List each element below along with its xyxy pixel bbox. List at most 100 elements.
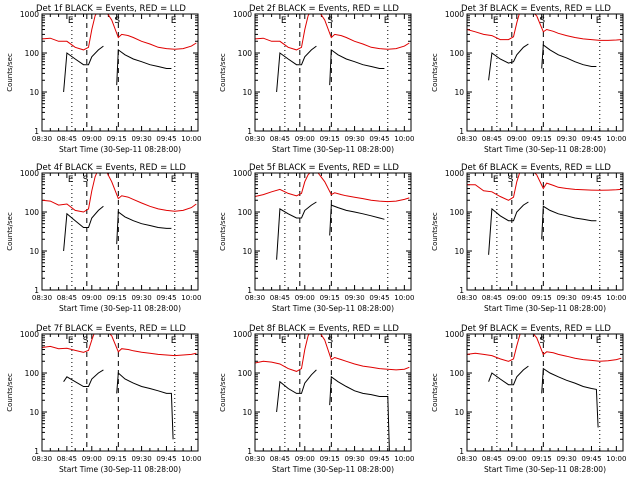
- x-tick-label: 09:00: [295, 455, 315, 463]
- x-tick-label: 09:15: [320, 135, 340, 143]
- panel-title: Det 6f BLACK = Events, RED = LLD: [461, 163, 611, 173]
- y-tick-label: 1: [459, 286, 464, 295]
- time-marker-label: E: [596, 336, 602, 346]
- events-series-line: [488, 201, 529, 255]
- y-axis-label: Counts/sec: [431, 53, 439, 92]
- lld-series-line: [42, 334, 197, 357]
- y-tick-label: 1: [247, 286, 252, 295]
- y-tick-label: 1000: [20, 169, 39, 178]
- events-series-line: [63, 205, 104, 252]
- plot-frame: [254, 333, 412, 452]
- x-tick-label: 09:45: [369, 294, 389, 302]
- x-tick-label: 09:30: [556, 294, 576, 302]
- y-tick-label: 1000: [233, 330, 252, 339]
- time-marker-label: E: [384, 336, 390, 346]
- time-marker-label: S: [83, 175, 89, 185]
- y-tick-label: 100: [238, 369, 253, 378]
- detector-panel-7: Det 7f BLACK = Events, RED = LLD Counts/s…: [6, 324, 201, 474]
- x-tick-label: 10:00: [606, 294, 626, 302]
- x-tick-label: 09:15: [532, 294, 552, 302]
- events-series-line: [276, 201, 317, 260]
- plot-frame: [254, 172, 412, 291]
- x-axis-label: Start Time (30-Sep-11 08:28:00): [59, 465, 181, 474]
- time-marker-label: S: [539, 336, 545, 346]
- x-tick-label: 08:45: [57, 135, 77, 143]
- time-marker-label: E: [493, 16, 499, 26]
- x-tick-label: 09:30: [131, 135, 151, 143]
- y-tick-label: 1000: [445, 10, 464, 19]
- events-series-line: [116, 211, 172, 245]
- x-tick-label: 09:45: [156, 294, 176, 302]
- time-marker-label: E: [68, 336, 74, 346]
- y-tick-label: 1: [247, 127, 252, 136]
- x-tick-label: 08:45: [57, 455, 77, 463]
- time-marker-label: S: [114, 16, 120, 26]
- x-tick-label: 08:45: [57, 294, 77, 302]
- x-tick-label: 10:00: [181, 135, 201, 143]
- y-tick-label: 100: [450, 369, 465, 378]
- y-tick-label: 10: [454, 88, 464, 97]
- x-tick-label: 08:30: [457, 135, 477, 143]
- x-tick-label: 09:30: [131, 294, 151, 302]
- time-marker-label: E: [171, 336, 177, 346]
- x-tick-label: 09:15: [320, 455, 340, 463]
- x-tick-label: 09:30: [344, 455, 364, 463]
- x-axis-label: Start Time (30-Sep-11 08:28:00): [59, 304, 181, 313]
- x-tick-label: 08:30: [32, 135, 52, 143]
- time-marker-label: E: [68, 16, 74, 26]
- x-tick-label: 08:45: [482, 135, 502, 143]
- lld-series-line: [467, 334, 622, 362]
- lld-series-line: [42, 173, 197, 213]
- x-tick-label: 08:45: [270, 294, 290, 302]
- x-axis-label: Start Time (30-Sep-11 08:28:00): [272, 465, 394, 474]
- y-axis-label: Counts/sec: [431, 212, 439, 251]
- y-tick-label: 100: [238, 49, 253, 58]
- x-axis-label: Start Time (30-Sep-11 08:28:00): [484, 304, 606, 313]
- y-tick-label: 10: [29, 247, 39, 256]
- x-tick-label: 09:00: [507, 135, 527, 143]
- x-tick-label: 09:45: [581, 294, 601, 302]
- lld-series-line: [255, 334, 410, 372]
- x-tick-label: 10:00: [394, 294, 414, 302]
- events-series-line: [541, 44, 597, 69]
- x-tick-label: 08:30: [32, 294, 52, 302]
- lld-series-line: [467, 173, 622, 201]
- events-series-line: [276, 45, 317, 93]
- events-series-line: [488, 43, 529, 81]
- panel-title: Det 8f BLACK = Events, RED = LLD: [249, 324, 399, 334]
- x-tick-label: 09:30: [556, 455, 576, 463]
- y-axis-label: Counts/sec: [431, 373, 439, 412]
- lld-series-line: [467, 14, 622, 41]
- plot-frame: [41, 13, 199, 132]
- y-axis-label: Counts/sec: [219, 373, 227, 412]
- time-marker-label: S: [327, 336, 333, 346]
- y-tick-label: 1000: [233, 169, 252, 178]
- y-axis-label: Counts/sec: [6, 212, 14, 251]
- y-tick-label: 1: [34, 286, 39, 295]
- y-axis-label: Counts/sec: [219, 212, 227, 251]
- y-tick-label: 100: [450, 49, 465, 58]
- x-tick-label: 08:45: [482, 294, 502, 302]
- events-series-line: [329, 204, 385, 236]
- y-tick-label: 10: [242, 408, 252, 417]
- time-marker-label: E: [596, 16, 602, 26]
- y-tick-label: 10: [454, 247, 464, 256]
- y-tick-label: 100: [25, 49, 40, 58]
- y-tick-label: 10: [454, 408, 464, 417]
- x-tick-label: 09:00: [82, 135, 102, 143]
- x-tick-label: 10:00: [394, 455, 414, 463]
- x-tick-label: 09:30: [131, 455, 151, 463]
- x-tick-label: 10:00: [606, 455, 626, 463]
- x-tick-label: 09:45: [156, 455, 176, 463]
- detector-panel-3: Det 3f BLACK = Events, RED = LLD Counts/s…: [431, 4, 626, 154]
- x-tick-label: 09:30: [344, 294, 364, 302]
- detector-panel-8: Det 8f BLACK = Events, RED = LLD Counts/s…: [219, 324, 414, 474]
- x-tick-label: 09:00: [507, 455, 527, 463]
- x-axis-label: Start Time (30-Sep-11 08:28:00): [484, 145, 606, 154]
- x-tick-label: 09:15: [107, 135, 127, 143]
- x-tick-label: 08:30: [457, 294, 477, 302]
- lld-series-line: [42, 14, 197, 51]
- y-tick-label: 10: [242, 247, 252, 256]
- x-tick-label: 08:45: [270, 455, 290, 463]
